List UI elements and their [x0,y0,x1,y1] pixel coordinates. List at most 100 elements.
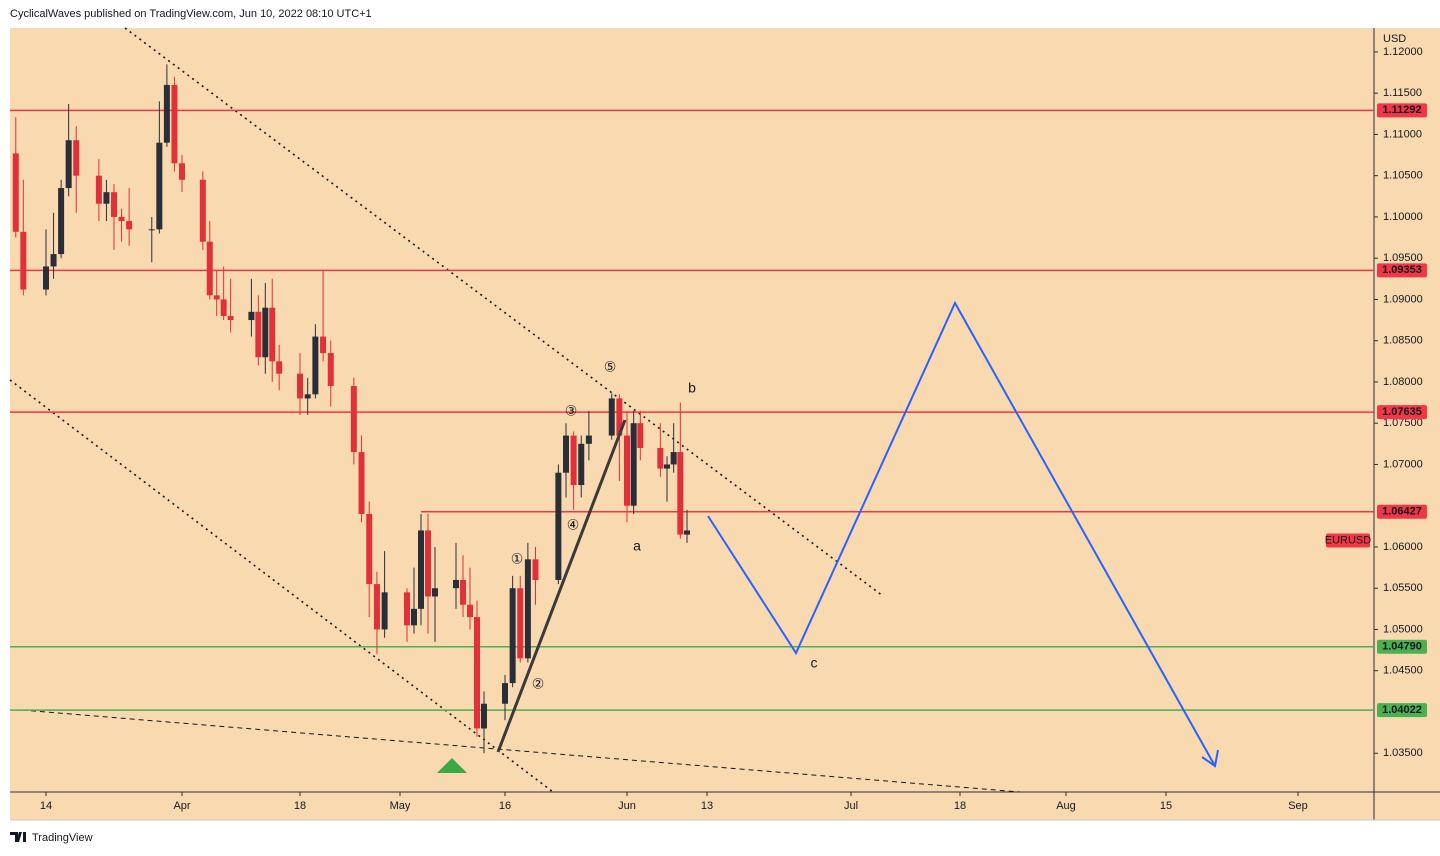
candle-body [220,299,227,316]
level-tag [1377,639,1427,654]
level-tag-label: 1.11292 [1382,104,1421,116]
projection-arrowhead [1201,749,1219,768]
candle-body [358,452,365,514]
candle-body [269,307,276,362]
candles [12,64,690,754]
x-tick-label: Jul [844,800,858,812]
wave-label: c [811,655,818,671]
candle-body [350,386,357,453]
candle-body [255,311,262,358]
candle-body [171,84,178,164]
candle-body [262,307,269,358]
candle-body [20,231,27,290]
x-tick-label: 14 [40,800,52,812]
y-tick-label: 1.07000 [1383,458,1423,470]
candle-body [664,464,670,469]
candle-body [366,513,373,585]
y-tick-label: 1.05500 [1383,582,1423,594]
footer-brand: TradingView [32,832,93,844]
wave-label: ① [511,551,524,567]
candle-body [276,361,283,374]
level-tag-label: 1.06427 [1382,506,1422,518]
candle-body [227,315,234,321]
symbol-tag-label: EURUSD [1325,534,1372,546]
candle-body [404,592,410,626]
candle-body [373,584,380,630]
plot-background [10,28,1374,792]
signal-triangle [437,758,467,773]
candle-body [453,579,459,589]
trend-line [21,709,1021,793]
candle-body [213,295,220,300]
candle-body [502,683,508,704]
level-tag-label: 1.04790 [1382,641,1422,653]
candle-body [43,266,49,290]
candle-body [677,452,684,535]
candle-body [517,588,524,659]
candle-body [50,254,57,267]
candle-body [179,163,185,180]
x-tick-label: 13 [701,800,713,812]
candle-body [425,530,431,597]
candle-body [381,592,388,630]
y-tick-label: 1.06000 [1383,541,1423,553]
overlays [437,300,1219,773]
y-tick-label: 1.09500 [1383,252,1423,264]
candle-body [111,192,117,217]
level-tag-label: 1.07635 [1382,406,1422,418]
wave-label: ④ [567,517,580,533]
candle-body [585,435,592,444]
wave-label: ③ [565,403,578,419]
candle-body [320,336,327,354]
time-axis [10,792,1440,820]
x-tick-label: Jun [618,800,636,812]
x-tick-label: 16 [499,800,511,812]
candle-body [248,311,255,321]
projection-path [707,300,1216,767]
candle-body [304,394,311,399]
x-tick-label: 18 [294,800,306,812]
candle-body [118,216,125,222]
wave-label: ⑤ [604,359,617,375]
candle-body [481,703,487,729]
candle-body [73,140,80,176]
y-tick-label: 1.07500 [1383,417,1423,429]
candle-body [570,435,577,486]
y-tick-label: 1.10500 [1383,170,1423,182]
candle-body [563,435,569,473]
x-tick-label: 15 [1160,800,1172,812]
candle-body [637,423,644,448]
y-tick-label: 1.09000 [1383,293,1423,305]
wave-line [496,419,627,753]
wave-label: a [633,538,641,554]
level-tag [1377,263,1427,278]
candle-body [467,604,473,618]
y-tick-label: 1.12000 [1383,46,1423,58]
candle-body [312,336,319,395]
candle-body [12,153,19,232]
level-tag [1377,703,1427,718]
candle-body [126,221,133,230]
candle-body [460,579,466,605]
y-tick-label: 1.11500 [1383,87,1422,99]
y-tick-label: 1.11000 [1383,128,1422,140]
candle-body [156,142,163,230]
currency-label: USD [1383,33,1406,45]
candle-body [148,229,155,231]
candle-body [555,472,562,580]
header-text: CyclicalWaves published on TradingView.c… [10,8,372,20]
x-tick-label: May [390,800,411,812]
candle-body [684,530,690,535]
drawings [9,27,1021,793]
candle-body [608,398,615,436]
candle-body [199,179,206,242]
logo-mark [10,832,26,842]
wave-label: ② [532,676,545,692]
candle-body [578,443,585,486]
trend-line [124,27,884,597]
y-tick-label: 1.08000 [1383,376,1423,388]
y-tick-label: 1.03500 [1383,747,1423,759]
candle-body [103,192,110,204]
candle-body [206,241,213,296]
